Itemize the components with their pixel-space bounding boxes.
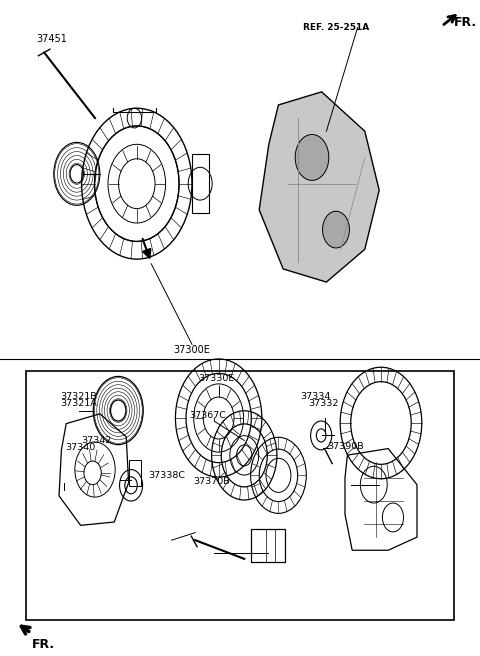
Bar (129, 460, 141, 486)
Text: 37342: 37342 (81, 436, 111, 445)
Polygon shape (259, 92, 379, 282)
Text: FR.: FR. (454, 16, 477, 29)
Text: 37367C: 37367C (189, 411, 226, 420)
Text: 37370B: 37370B (193, 477, 229, 486)
Bar (26, 371, 454, 620)
Text: FR.: FR. (32, 638, 55, 651)
Text: 37300E: 37300E (174, 344, 210, 355)
Text: 37330E: 37330E (198, 375, 234, 384)
Text: 37451: 37451 (36, 34, 67, 45)
Text: 37321A: 37321A (60, 399, 97, 407)
Text: 37332: 37332 (308, 399, 339, 407)
Text: 37390B: 37390B (327, 442, 364, 451)
Circle shape (323, 211, 349, 248)
Text: 37334: 37334 (300, 392, 330, 401)
Text: 37321B: 37321B (60, 392, 97, 401)
Text: 37338C: 37338C (148, 471, 185, 480)
Text: 37340: 37340 (65, 443, 95, 453)
Bar (192, 154, 209, 213)
Circle shape (295, 134, 329, 180)
Text: REF. 25-251A: REF. 25-251A (303, 23, 369, 32)
